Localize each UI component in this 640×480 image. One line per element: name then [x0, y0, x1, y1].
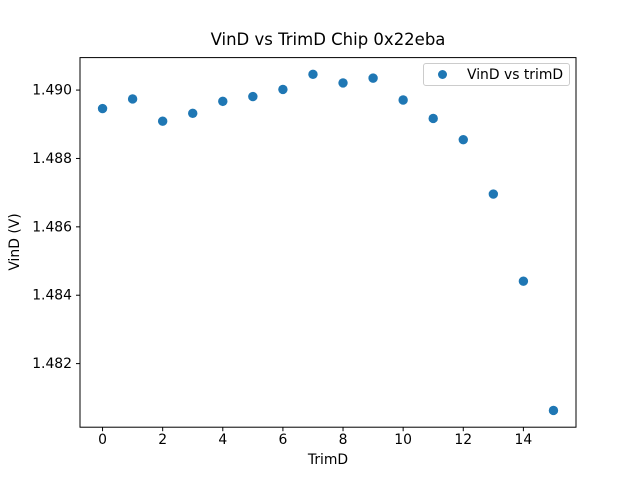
x-axis-label: TrimD [307, 452, 349, 468]
scatter-point [278, 84, 288, 95]
x-tick-label: 0 [98, 432, 107, 448]
scatter-point [308, 69, 318, 80]
x-tick-label: 10 [394, 432, 412, 448]
scatter-point [248, 91, 258, 102]
scatter-point [218, 96, 228, 107]
scatter-point [97, 103, 108, 114]
scatter-point [548, 405, 559, 416]
scatter-point [458, 134, 468, 145]
legend-marker-icon [438, 70, 447, 79]
y-tick-label: 1.488 [32, 151, 72, 167]
scatter-point [428, 113, 438, 124]
scatter-point [518, 276, 529, 286]
scatter-point [338, 78, 348, 88]
y-tick-label: 1.486 [32, 219, 72, 235]
legend-label: VinD vs trimD [467, 66, 564, 83]
axes-spines [79, 57, 577, 428]
legend: VinD vs trimD [423, 63, 570, 86]
x-tick-label: 12 [454, 432, 472, 448]
scatter-point [157, 116, 168, 126]
scatter-point [488, 189, 499, 199]
scatter-point [127, 94, 138, 104]
scatter-point [398, 95, 408, 105]
y-tick-label: 1.490 [32, 83, 72, 99]
y-tick-label: 1.484 [32, 288, 72, 304]
x-tick-label: 14 [515, 432, 533, 448]
x-tick-label: 4 [218, 432, 227, 448]
scatter-point [368, 73, 378, 83]
scatter-point [188, 108, 198, 119]
x-tick-label: 8 [339, 432, 348, 448]
x-tick-label: 2 [158, 432, 167, 448]
y-tick-label: 1.482 [32, 356, 72, 372]
x-tick-label: 6 [278, 432, 287, 448]
chart-title: VinD vs TrimD Chip 0x22eba [210, 30, 446, 49]
